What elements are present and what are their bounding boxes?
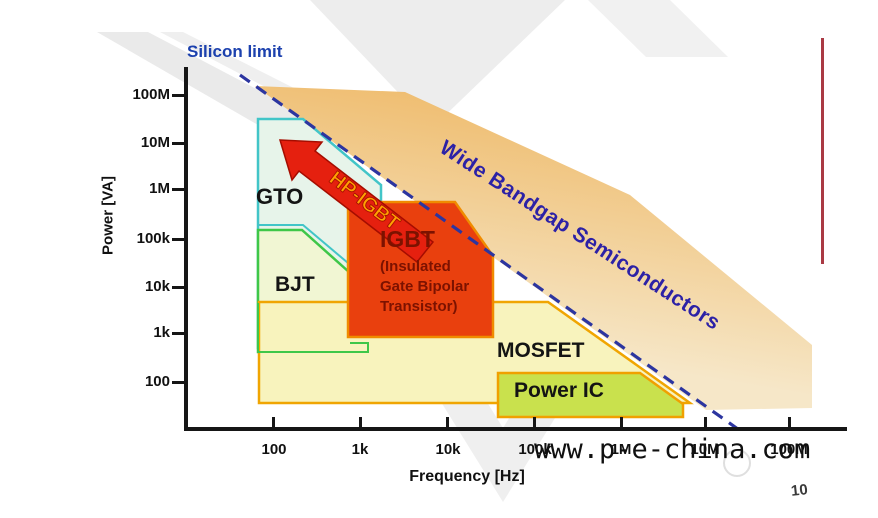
x-tickmark [620,417,623,427]
mosfet-label: MOSFET [497,339,585,362]
x-axis-title: Frequency [Hz] [409,468,525,485]
y-axis-title: Power [VA] [99,176,117,255]
decor-parallelogram-top-right [588,0,728,57]
x-tickmark [533,417,536,427]
decor-triangle-top [310,0,565,128]
x-tick-label: 10k [435,441,461,458]
ghost-logo-icon [723,449,751,477]
bjt-lower-boundary [257,303,369,353]
y-tick-label: 10M [140,134,170,151]
x-tickmark [788,417,791,427]
y-tick-label: 10k [144,278,170,295]
x-tickmark [704,417,707,427]
y-tick-label: 100 [144,373,170,390]
y-tick-label: 100M [132,86,170,103]
silicon-limit-line [239,73,743,434]
power-ic-region [496,371,685,419]
x-tickmark [272,417,275,427]
igbt-sublabel: (Insulated Gate Bipolar Transistor) [380,258,470,315]
hp-igbt-arrow-icon [278,139,435,264]
x-tickmark [359,417,362,427]
x-axis [184,427,847,431]
gto-inner-boundary [258,224,349,264]
x-tick-label: 1k [351,441,369,458]
silicon-limit-label: Silicon limit [187,42,283,61]
gto-label: GTO [256,184,304,209]
x-tick-label: 100k [518,441,552,458]
y-tickmark [172,332,185,335]
power-ic-label: Power IC [514,379,604,402]
y-tickmark [172,142,185,145]
page-number: 10 [790,481,809,500]
slide-edge-marker [821,38,824,264]
igbt-label: IGBT [380,226,435,252]
y-tick-label: 1M [149,180,170,197]
decor-streak-1 [97,32,340,133]
y-tickmark [172,94,185,97]
y-tickmark [172,238,185,241]
x-tick-label: 10M [690,441,720,458]
y-tickmark [172,381,185,384]
y-axis [184,67,188,431]
x-tickmark [446,417,449,427]
y-tickmark [172,188,185,191]
watermark: www.p-e-china.com [534,434,811,465]
y-tickmark [172,286,185,289]
y-tick-label: 1k [153,324,170,341]
x-tick-label: 1M [610,441,632,458]
wide-bandgap-band [255,86,812,410]
bjt-label: BJT [275,273,315,296]
y-tick-label: 100k [136,230,170,247]
x-tick-label: 100 [261,441,287,458]
x-tick-label: 100M [770,441,808,458]
